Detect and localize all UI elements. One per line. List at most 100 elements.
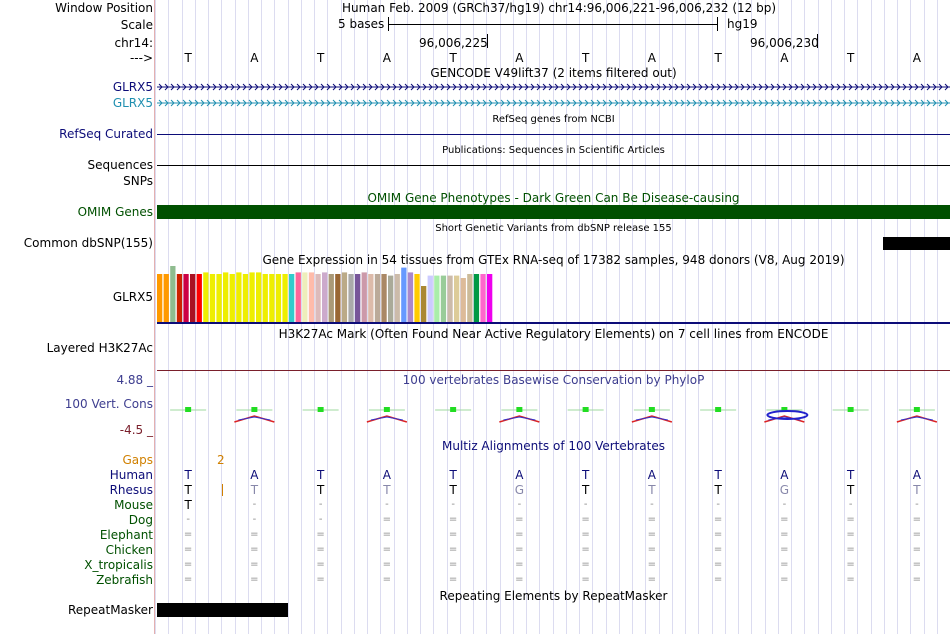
species-label[interactable]: Mouse	[114, 498, 153, 512]
sequence-base: T	[316, 51, 325, 65]
gtex-expression-chart[interactable]	[155, 266, 950, 324]
strand-chevron	[494, 83, 499, 91]
repeatmasker-element-bar[interactable]	[157, 603, 288, 617]
strand-chevron	[554, 83, 559, 91]
strand-chevron	[650, 99, 655, 107]
strand-chevron	[158, 83, 163, 91]
publications-line[interactable]	[157, 165, 950, 166]
strand-chevron	[758, 99, 763, 107]
gridline	[406, 0, 408, 634]
gencode-item-1-label[interactable]: GLRX5	[112, 80, 153, 94]
snps-label[interactable]: SNPs	[123, 174, 153, 188]
scale-bar-left-tick	[388, 17, 389, 31]
strand-chevron	[302, 99, 307, 107]
cons-alt-arc	[370, 416, 403, 421]
h3k27ac-signal-baseline	[157, 370, 950, 371]
alignment-base: -	[517, 499, 522, 510]
strand-chevron	[272, 83, 277, 91]
strand-chevron	[596, 83, 601, 91]
strand-chevron	[716, 99, 721, 107]
omim-label[interactable]: OMIM Genes	[77, 205, 153, 219]
species-label[interactable]: Chicken	[105, 543, 153, 557]
refseq-label[interactable]: RefSeq Curated	[59, 127, 153, 141]
strand-chevron	[728, 83, 733, 91]
strand-chevron	[590, 99, 595, 107]
alignment-base: =	[713, 544, 723, 555]
strand-chevron	[902, 99, 907, 107]
gencode-gene-features[interactable]	[155, 79, 950, 111]
species-label[interactable]: Human	[109, 468, 153, 482]
gtex-tissue-bar	[427, 275, 433, 322]
species-label[interactable]: X_tropicalis	[84, 558, 153, 572]
alignment-base: =	[912, 559, 922, 570]
alignment-base: A	[780, 468, 789, 482]
omim-phenotype-bar[interactable]	[157, 205, 950, 219]
strand-chevron	[368, 83, 373, 91]
strand-chevron	[926, 83, 931, 91]
alignment-base: T	[250, 483, 259, 497]
gridline	[738, 0, 739, 634]
alignment-base: -	[848, 499, 853, 510]
strand-chevron	[818, 99, 823, 107]
publications-label[interactable]: Sequences	[87, 158, 153, 172]
cons-track-title: 100 vertebrates Basewise Conservation by…	[402, 373, 705, 387]
alignment-base: =	[316, 574, 325, 585]
gencode-item-2-label[interactable]: GLRX5	[112, 96, 153, 110]
strand-chevron	[770, 99, 775, 107]
scale-bar-right-tick	[717, 17, 718, 31]
strand-chevron	[698, 99, 703, 107]
dbsnp-variant-bar[interactable]	[883, 237, 950, 250]
gtex-tissue-bar	[374, 274, 381, 322]
strand-chevron	[944, 83, 949, 91]
alignment-base: =	[382, 544, 392, 555]
repeatmasker-label[interactable]: RepeatMasker	[67, 603, 153, 617]
alignment-base: =	[780, 514, 789, 525]
strand-chevron	[896, 83, 901, 91]
gridline	[618, 0, 620, 634]
strand-chevron	[362, 83, 367, 91]
h3k27ac-label[interactable]: Layered H3K27Ac	[46, 341, 153, 355]
gtex-label[interactable]: GLRX5	[112, 290, 153, 304]
strand-chevron	[542, 99, 547, 107]
alignment-base: =	[713, 559, 723, 570]
gtex-tissue-bar	[196, 274, 202, 322]
strand-chevron	[320, 99, 325, 107]
strand-chevron	[500, 83, 505, 91]
strand-chevron	[794, 99, 799, 107]
gtex-tissue-bar	[209, 274, 216, 322]
alignment-base: =	[647, 574, 657, 585]
alignment-base: A	[912, 468, 921, 482]
gtex-tissue-bar	[157, 274, 163, 322]
gridline	[844, 0, 845, 634]
dbsnp-label[interactable]: Common dbSNP(155)	[23, 236, 153, 250]
gtex-tissue-bar	[170, 266, 176, 322]
strand-chevron	[470, 99, 475, 107]
gridline	[711, 0, 713, 634]
strand-chevron	[620, 83, 625, 91]
species-label[interactable]: Rhesus	[109, 483, 153, 497]
strand-chevron	[686, 83, 691, 91]
cons-wiggle[interactable]	[155, 400, 950, 430]
alignment-base: -	[318, 514, 323, 525]
strand-arrow-label: --->	[129, 51, 153, 65]
gridline	[261, 0, 262, 634]
strand-chevron	[656, 99, 661, 107]
species-label[interactable]: Elephant	[99, 528, 153, 542]
ruler-tick-2	[817, 34, 818, 48]
strand-chevron	[752, 99, 757, 107]
species-label[interactable]: Dog	[128, 513, 153, 527]
gtex-tissue-bar	[381, 274, 387, 322]
sequence-base: A	[515, 51, 524, 65]
strand-chevron	[566, 83, 571, 91]
gaps-label[interactable]: Gaps	[122, 453, 153, 467]
strand-chevron	[806, 99, 811, 107]
gridline	[314, 0, 315, 634]
strand-chevron	[836, 83, 841, 91]
cons-label[interactable]: 100 Vert. Cons	[64, 397, 153, 411]
gtex-tissue-bar	[322, 272, 328, 322]
strand-chevron	[614, 99, 619, 107]
refseq-gene-line[interactable]	[157, 134, 950, 135]
strand-chevron	[338, 99, 343, 107]
species-label[interactable]: Zebrafish	[96, 573, 153, 587]
